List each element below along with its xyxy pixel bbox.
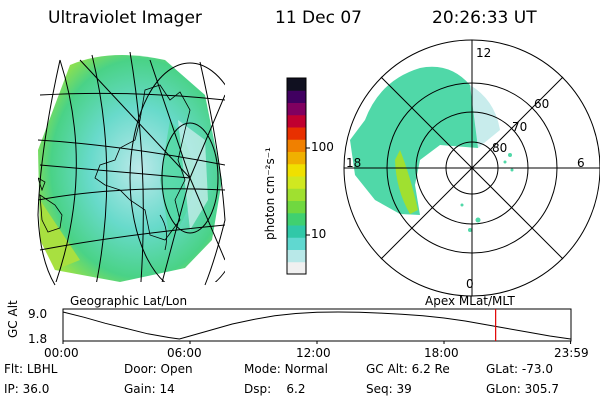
flt-label: Flt: — [4, 362, 23, 376]
seq-info: Seq: 39 — [366, 382, 412, 396]
x-tick-2359: 23:59 — [554, 346, 589, 360]
colorbar-stripe — [287, 261, 306, 275]
x-tick-0600: 06:00 — [167, 346, 202, 360]
glon-value: 305.7 — [524, 382, 559, 396]
colorbar-stripe — [287, 163, 306, 177]
colorbar-stripe — [287, 200, 306, 214]
colorbar-stripe — [287, 114, 306, 128]
door-info: Door: Open — [124, 362, 193, 376]
glon-info: GLon: 305.7 — [486, 382, 559, 396]
colorbar-stripe — [287, 188, 306, 201]
gain-label: Gain: — [124, 382, 156, 396]
apex-caption: Apex MLat/MLT — [425, 294, 515, 308]
flt-value: LBHL — [26, 362, 58, 376]
colorbar-stripe — [287, 139, 306, 152]
gain-info: Gain: 14 — [124, 382, 175, 396]
mlt-label-18: 18 — [346, 156, 362, 170]
altitude-ylabel: GC Alt — [6, 300, 20, 338]
colorbar-stripe — [287, 90, 306, 103]
colorbar-stripe — [287, 249, 306, 263]
y-tick-1-8: 1.8 — [28, 332, 48, 346]
door-label: Door: — [124, 362, 157, 376]
ip-value: 36.0 — [22, 382, 50, 396]
altitude-series-line — [62, 311, 571, 340]
colorbar-label-10: 10 — [311, 227, 327, 241]
seq-label: Seq: — [366, 382, 393, 396]
mode-value: Normal — [284, 362, 328, 376]
y-tick-9: 9.0 — [28, 307, 48, 321]
mode-label: Mode: — [244, 362, 281, 376]
ip-info: IP: 36.0 — [4, 382, 49, 396]
glat-info: GLat: -73.0 — [486, 362, 553, 376]
lat-label-80: 80 — [492, 141, 508, 155]
geographic-map — [37, 52, 226, 286]
time-label: 20:26:33 UT — [432, 8, 537, 28]
colorbar-label-100: 100 — [311, 140, 334, 154]
x-tick-0000: 00:00 — [44, 346, 79, 360]
gain-value: 14 — [159, 382, 175, 396]
x-tick-1800: 18:00 — [424, 346, 459, 360]
glat-value: -73.0 — [521, 362, 553, 376]
mode-info: Mode: Normal — [244, 362, 328, 376]
colorbar-stripe — [287, 151, 306, 165]
glon-label: GLon: — [486, 382, 521, 396]
flt-info: Flt: LBHL — [4, 362, 57, 376]
door-value: Open — [160, 362, 193, 376]
colorbar-frame — [286, 77, 307, 275]
colorbar-stripe — [287, 176, 306, 189]
dsp-label: Dsp: — [244, 382, 272, 396]
gcalt-info: GC Alt: 6.2 Re — [366, 362, 450, 376]
colorbar-stripe — [287, 212, 306, 226]
ip-label: IP: — [4, 382, 19, 396]
glat-label: GLat: — [486, 362, 519, 376]
dsp-value: 6.2 — [286, 382, 306, 396]
altitude-plot-frame — [62, 308, 572, 342]
mlt-label-6: 6 — [577, 156, 585, 170]
x-tick-1200: 12:00 — [296, 346, 331, 360]
lat-label-70: 70 — [512, 120, 528, 134]
geographic-caption: Geographic Lat/Lon — [70, 294, 188, 308]
mlt-label-0: 0 — [466, 277, 474, 291]
colorbar-stripe — [287, 78, 306, 91]
colorbar-stripe — [287, 127, 306, 140]
colorbar-stripe — [287, 225, 306, 238]
polar-plot — [343, 39, 600, 297]
date-label: 11 Dec 07 — [275, 8, 362, 28]
instrument-title: Ultraviolet Imager — [48, 8, 202, 28]
colorbar-stripe — [287, 102, 306, 116]
seq-value: 39 — [396, 382, 412, 396]
gcalt-label: GC Alt: — [366, 362, 408, 376]
gcalt-value: 6.2 Re — [411, 362, 450, 376]
dsp-info: Dsp: 6.2 — [244, 382, 306, 396]
colorbar — [287, 78, 306, 275]
colorbar-stripe — [287, 237, 306, 250]
lat-label-60: 60 — [534, 97, 550, 111]
mlt-label-12: 12 — [476, 46, 492, 60]
